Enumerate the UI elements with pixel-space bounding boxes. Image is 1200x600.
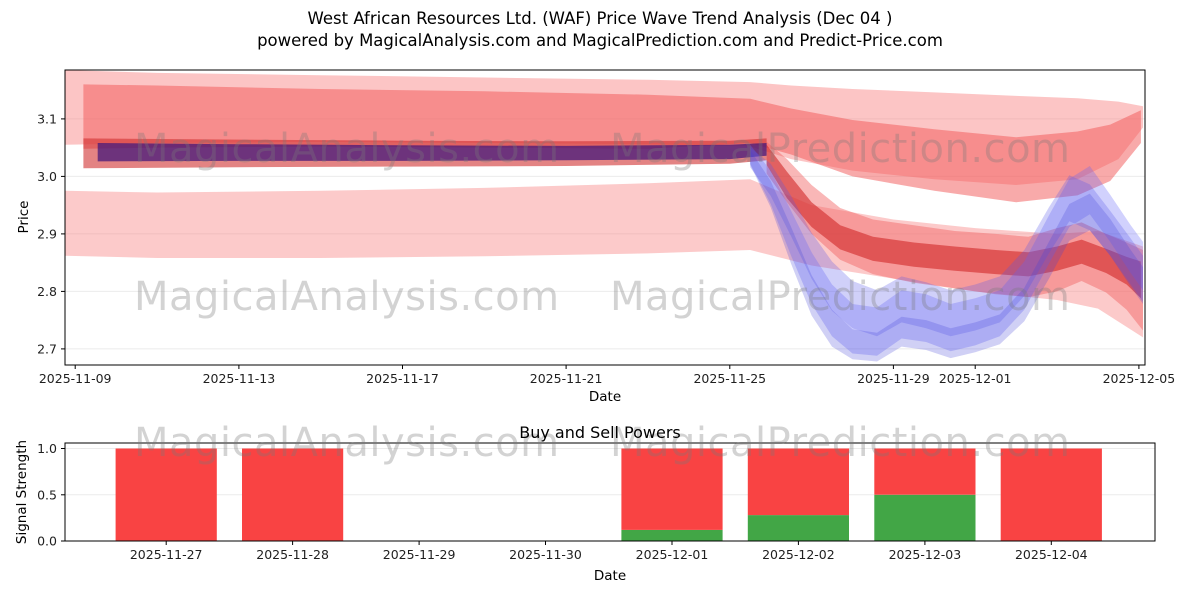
watermark-text: MagicalAnalysis.com — [134, 420, 560, 466]
svg-text:2025-12-01: 2025-12-01 — [939, 371, 1012, 386]
svg-text:2025-12-02: 2025-12-02 — [762, 547, 835, 562]
power-x-axis-label: Date — [593, 568, 627, 584]
svg-text:1.0: 1.0 — [37, 441, 57, 456]
svg-text:2025-12-03: 2025-12-03 — [889, 547, 962, 562]
price-x-axis-label: Date — [588, 389, 622, 405]
main-title: West African Resources Ltd. (WAF) Price … — [0, 8, 1200, 52]
wave-band-lower-envelope-pink — [65, 179, 1143, 338]
price-y-axis-label: Price — [16, 200, 32, 234]
svg-text:2025-11-27: 2025-11-27 — [130, 547, 203, 562]
price-wave-chart: 2025-11-09 2025-11-13 2025-11-17 2025-11-21… — [37, 69, 1176, 386]
svg-text:2.9: 2.9 — [37, 226, 57, 241]
svg-text:0.5: 0.5 — [37, 487, 57, 502]
svg-text:2.8: 2.8 — [37, 284, 57, 299]
watermark-text: MagicalPrediction.com — [610, 420, 1071, 466]
sell-bar — [747, 448, 849, 516]
chart-title-line1: West African Resources Ltd. (WAF) Price … — [307, 9, 893, 28]
svg-text:2025-11-29: 2025-11-29 — [383, 547, 456, 562]
sell-bar — [115, 448, 217, 541]
svg-text:2025-11-30: 2025-11-30 — [509, 547, 582, 562]
watermark-text: MagicalAnalysis.com — [134, 274, 560, 320]
watermark-text: MagicalPrediction.com — [610, 126, 1071, 172]
chart-title-line2: powered by MagicalAnalysis.com and Magic… — [257, 31, 943, 50]
svg-text:2025-11-09: 2025-11-09 — [39, 371, 112, 386]
watermark-text: MagicalAnalysis.com — [134, 126, 560, 172]
svg-text:2025-11-28: 2025-11-28 — [256, 547, 329, 562]
wave-band-history-dark-core — [97, 143, 767, 162]
svg-text:2025-11-17: 2025-11-17 — [366, 371, 439, 386]
sell-bar — [874, 448, 976, 495]
wave-band-forecast-red-core — [766, 144, 1141, 299]
svg-text:2025-11-29: 2025-11-29 — [857, 371, 930, 386]
sell-bar — [1000, 448, 1102, 541]
sell-bar — [621, 448, 723, 530]
wave-band-wave-blue-b — [750, 147, 1143, 337]
buy-sell-powers-chart: 2025-11-27 2025-11-28 2025-11-29 2025-11-30… — [37, 441, 1156, 562]
svg-text:2025-11-25: 2025-11-25 — [693, 371, 766, 386]
watermark-text: MagicalPrediction.com — [610, 274, 1071, 320]
svg-text:3.1: 3.1 — [37, 111, 57, 126]
power-y-axis-label: Signal Strength — [14, 439, 30, 545]
svg-text:2025-12-05: 2025-12-05 — [1103, 371, 1176, 386]
buy-bar — [747, 515, 849, 541]
wave-band-wave-blue-a — [750, 144, 1143, 356]
svg-text:2025-11-21: 2025-11-21 — [530, 371, 603, 386]
svg-text:3.0: 3.0 — [37, 169, 57, 184]
svg-text:2025-11-13: 2025-11-13 — [203, 371, 276, 386]
svg-text:2025-12-01: 2025-12-01 — [636, 547, 709, 562]
buy-bar — [874, 494, 976, 541]
sell-bar — [242, 448, 344, 541]
wave-band-forecast-red-fan — [766, 141, 1143, 331]
svg-text:0.0: 0.0 — [37, 534, 57, 549]
buy-bar — [621, 529, 723, 541]
power-chart-title: Buy and Sell Powers — [519, 423, 681, 442]
svg-text:2.7: 2.7 — [37, 341, 57, 356]
svg-text:2025-12-04: 2025-12-04 — [1015, 547, 1088, 562]
